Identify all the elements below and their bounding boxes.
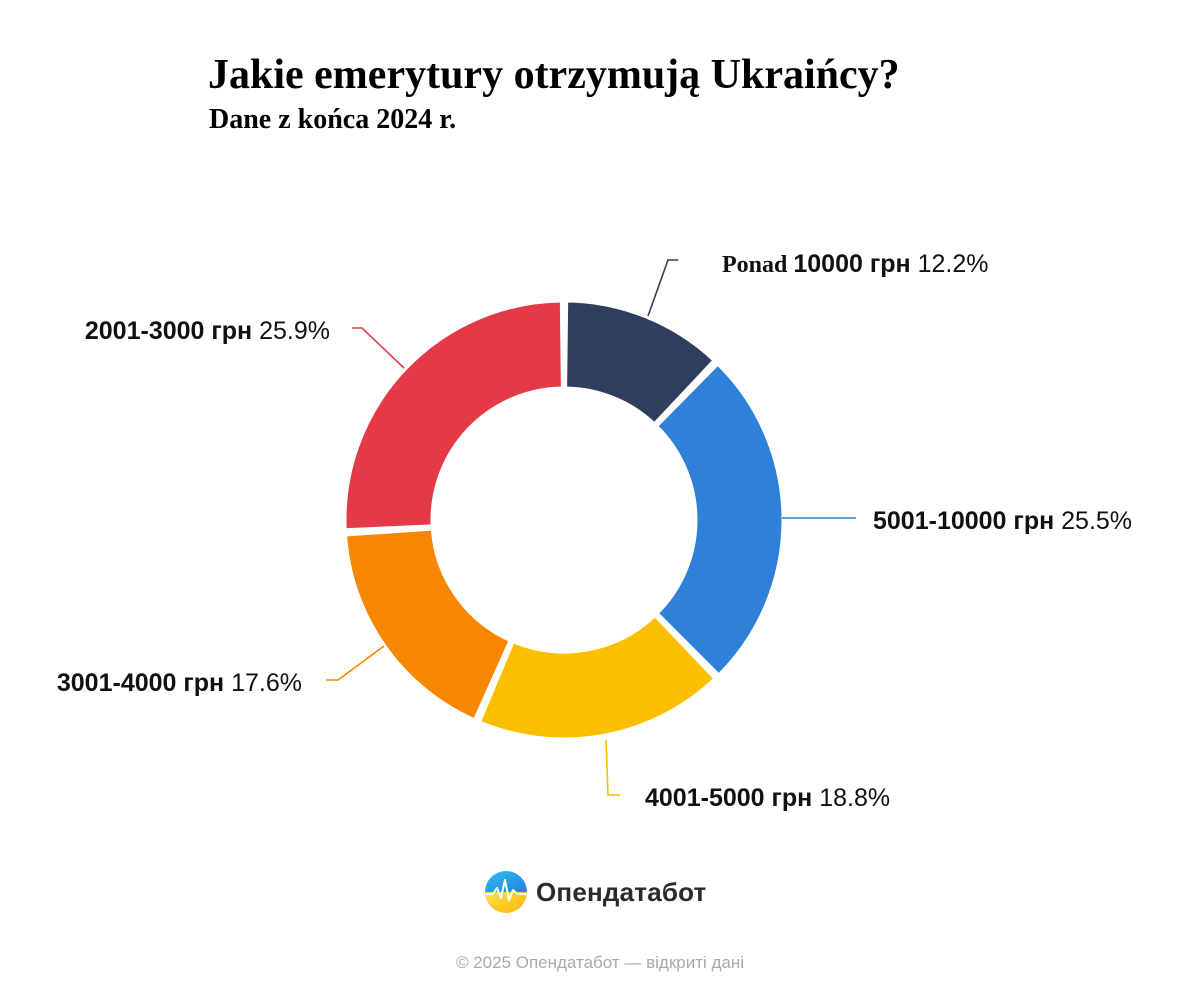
slices-layer	[343, 299, 785, 741]
leader-line	[352, 327, 405, 369]
leader-lines-layer	[326, 259, 856, 796]
leader-line	[605, 739, 620, 796]
pie-slice[interactable]	[477, 614, 717, 741]
footer-copyright: © 2025 Опендатабот — відкриті дані	[455, 953, 745, 972]
pie-slice[interactable]	[344, 527, 512, 722]
opendatabot-logo-icon	[485, 871, 527, 913]
slice-label-value: 12.2%	[918, 250, 989, 278]
slice-label-name: 2001-3000 грн	[85, 317, 259, 345]
brand-name: Опендатабот	[536, 876, 707, 907]
slice-label-value: 17.6%	[231, 669, 302, 697]
slice-label-name: 3001-4000 грн	[57, 669, 231, 697]
slice-label-name: 10000 грн	[793, 250, 917, 278]
slice-label: 3001-4000 грн 17.6%	[57, 669, 302, 697]
pie-slice[interactable]	[343, 299, 564, 532]
leader-line	[326, 645, 385, 681]
slice-label: 2001-3000 грн 25.9%	[85, 317, 330, 345]
slice-label-value: 25.9%	[259, 317, 330, 345]
slice-label: Ponad 10000 грн 12.2%	[722, 250, 988, 278]
chart-subtitle: Dane z końca 2024 r.	[209, 104, 457, 135]
chart-title: Jakie emerytury otrzymują Ukraińcy?	[208, 52, 900, 98]
slice-label: 5001-10000 грн 25.5%	[873, 507, 1132, 535]
pie-slice[interactable]	[655, 362, 785, 677]
leader-line	[647, 259, 678, 317]
pie-slice[interactable]	[564, 299, 716, 426]
labels-layer: Ponad 10000 грн 12.2% 5001-10000 грн 25.5…	[57, 250, 1132, 812]
slice-label-name: 5001-10000 грн	[873, 507, 1061, 535]
slice-label-prefix: Ponad	[722, 252, 793, 278]
brand-logo: Опендатабот	[484, 868, 706, 916]
slice-label-value: 18.8%	[819, 784, 890, 812]
slice-label: 4001-5000 грн 18.8%	[645, 784, 890, 812]
slice-label-name: 4001-5000 грн	[645, 784, 819, 812]
slice-label-value: 25.5%	[1061, 507, 1132, 535]
